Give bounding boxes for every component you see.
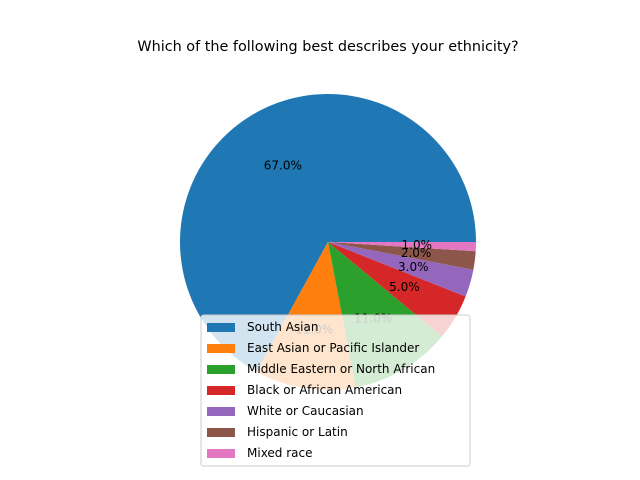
legend-label-middle-eastern-or-north-african: Middle Eastern or North African (247, 362, 435, 376)
legend-swatch-hispanic-or-latin (207, 428, 235, 437)
percent-label-hispanic-or-latin: 2.0% (401, 246, 432, 260)
legend-frame (200, 314, 471, 467)
legend-label-south-asian: South Asian (247, 320, 318, 334)
pie-slice-south-asian (180, 93, 477, 372)
legend-label-hispanic-or-latin: Hispanic or Latin (247, 425, 348, 439)
legend-label-east-asian-or-pacific-islander: East Asian or Pacific Islander (247, 341, 419, 355)
percent-label-black-or-african-american: 5.0% (389, 280, 420, 294)
legend-label-black-or-african-american: Black or African American (247, 383, 402, 397)
chart-title: Which of the following best describes yo… (137, 39, 518, 55)
legend-swatch-middle-eastern-or-north-african (207, 365, 235, 374)
legend-label-mixed-race: Mixed race (247, 446, 313, 460)
percent-label-south-asian: 67.0% (264, 159, 302, 173)
legend-label-white-or-caucasian: White or Caucasian (247, 404, 364, 418)
legend-swatch-mixed-race (207, 449, 235, 458)
pie-slice-hispanic-or-latin (328, 242, 476, 270)
legend-swatch-white-or-caucasian (207, 407, 235, 416)
percent-label-mixed-race: 1.0% (402, 238, 433, 252)
pie-slice-black-or-african-american (328, 242, 466, 337)
legend-swatch-south-asian (207, 323, 235, 332)
percent-label-white-or-caucasian: 3.0% (398, 260, 429, 274)
pie-slice-mixed-race (328, 242, 476, 252)
legend-swatch-east-asian-or-pacific-islander (207, 344, 235, 353)
legend: South Asian East Asian or Pacific Islande… (200, 314, 471, 467)
legend-swatch-black-or-african-american (207, 386, 235, 395)
pie-slice-white-or-caucasian (328, 242, 474, 297)
